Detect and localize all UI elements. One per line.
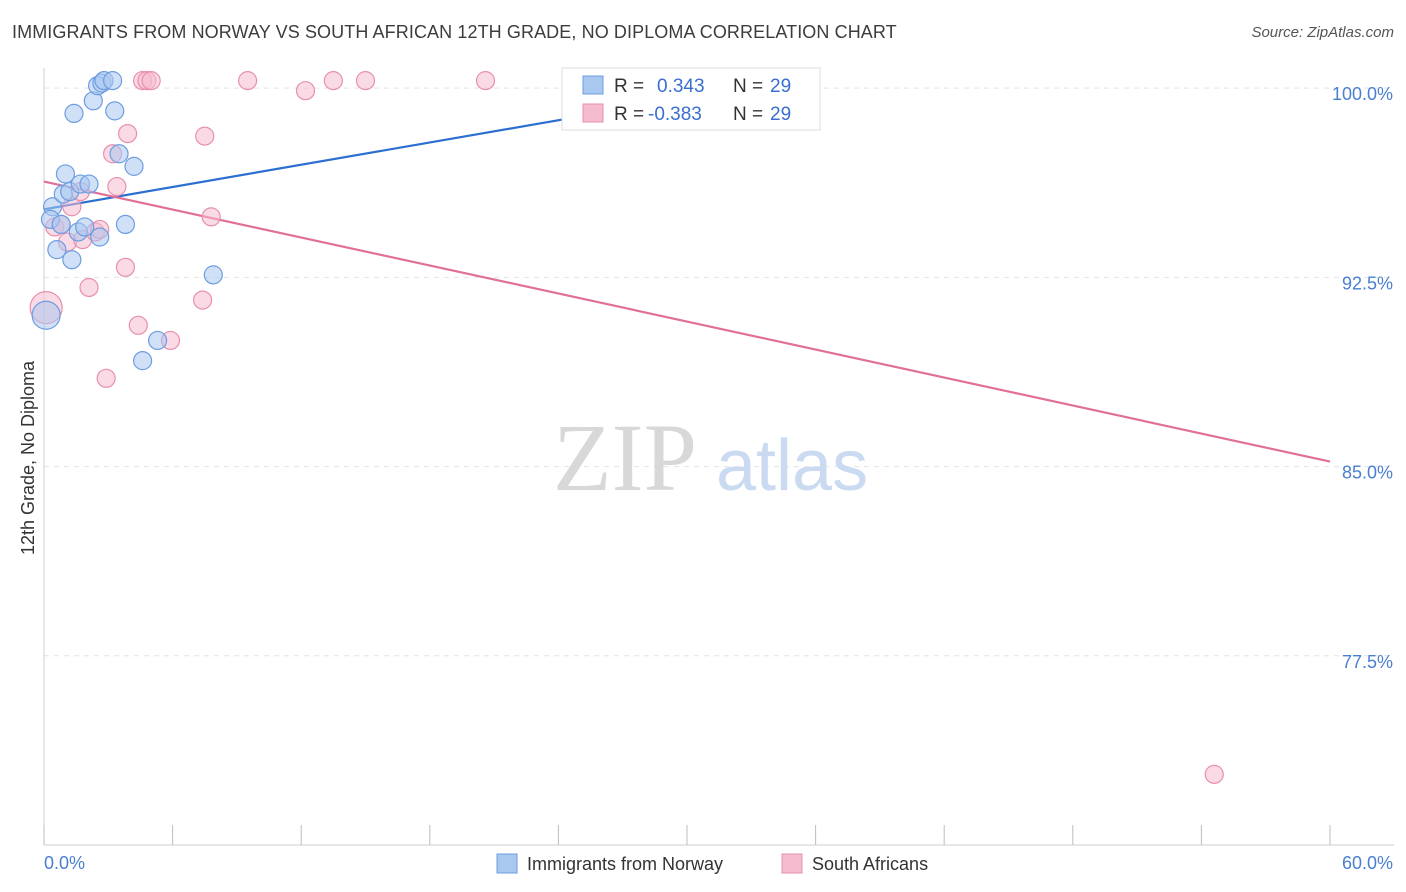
y-tick-label-3: 77.5% xyxy=(1342,652,1393,672)
bottom-legend: Immigrants from Norway South Africans xyxy=(496,853,928,874)
y-tick-label-2: 85.0% xyxy=(1342,463,1393,483)
point-south-africans-22 xyxy=(201,207,221,227)
legend-label-south-africans: South Africans xyxy=(812,854,928,874)
point-norway-9 xyxy=(64,103,84,124)
source-credit: Source: ZipAtlas.com xyxy=(1251,24,1394,41)
stats-n-label-2: N = xyxy=(733,104,763,125)
point-norway-12 xyxy=(75,217,95,237)
point-norway-21 xyxy=(109,144,129,164)
point-south-africans-28 xyxy=(1204,764,1224,784)
point-norway-20 xyxy=(105,101,125,121)
point-south-africans-23 xyxy=(238,71,258,91)
data-points xyxy=(29,71,1224,784)
trendline-south-africans xyxy=(43,180,1331,463)
point-south-africans-13 xyxy=(115,257,136,277)
point-south-africans-12 xyxy=(107,176,127,197)
point-south-africans-15 xyxy=(128,315,148,335)
y-tick-label-0: 100.0% xyxy=(1332,84,1393,104)
point-norway-24 xyxy=(132,351,153,371)
point-south-africans-24 xyxy=(295,81,316,101)
x-tick-labels: 0.0% 60.0% xyxy=(44,853,1393,873)
watermark: ZIP atlas xyxy=(553,404,868,511)
stats-n-value-1: 29 xyxy=(770,76,791,97)
stats-swatch-blue xyxy=(582,75,604,95)
x-tick-label-end: 60.0% xyxy=(1342,853,1393,873)
point-south-africans-20 xyxy=(193,290,213,310)
point-norway-13 xyxy=(79,174,99,194)
stats-r-value-2: -0.383 xyxy=(648,104,702,125)
point-norway-19 xyxy=(102,71,123,91)
point-south-africans-21 xyxy=(195,126,215,146)
point-south-africans-27 xyxy=(475,71,496,91)
point-norway-8 xyxy=(62,250,82,270)
stats-r-value-1: 0.343 xyxy=(657,76,705,97)
point-norway-23 xyxy=(124,156,144,176)
point-norway-0 xyxy=(31,300,61,330)
legend-label-norway: Immigrants from Norway xyxy=(527,854,723,874)
point-south-africans-10 xyxy=(96,368,116,388)
point-norway-4 xyxy=(51,214,71,235)
watermark-zip: ZIP xyxy=(553,404,697,511)
point-south-africans-25 xyxy=(323,71,343,91)
point-norway-3 xyxy=(47,240,67,260)
y-axis-title: 12th Grade, No Diploma xyxy=(18,360,38,555)
stats-box-frame xyxy=(561,67,821,131)
point-south-africans-18 xyxy=(141,71,161,91)
stats-n-label-1: N = xyxy=(733,76,763,97)
stats-legend-box: R = 0.343 N = 29 R = -0.383 N = 29 xyxy=(561,67,821,131)
point-norway-25 xyxy=(147,330,168,351)
x-tick-label-start: 0.0% xyxy=(44,853,85,873)
y-tick-label-1: 92.5% xyxy=(1342,273,1393,293)
point-norway-22 xyxy=(115,214,136,235)
legend-swatch-norway xyxy=(496,853,518,874)
point-norway-6 xyxy=(55,164,76,184)
stats-n-value-2: 29 xyxy=(770,104,791,125)
stats-r-label-1: R = xyxy=(614,76,644,97)
y-tick-labels: 100.0% 92.5% 85.0% 77.5% xyxy=(1332,84,1393,672)
stats-swatch-pink xyxy=(582,103,604,123)
chart-title: IMMIGRANTS FROM NORWAY VS SOUTH AFRICAN … xyxy=(12,22,897,42)
point-norway-26 xyxy=(203,265,223,285)
point-south-africans-7 xyxy=(79,277,99,298)
point-south-africans-26 xyxy=(355,71,376,91)
axes xyxy=(43,68,1394,846)
legend-swatch-south-africans xyxy=(781,853,803,874)
stats-r-label-2: R = xyxy=(614,104,644,125)
watermark-atlas: atlas xyxy=(716,426,868,506)
point-norway-16 xyxy=(90,227,110,247)
point-south-africans-14 xyxy=(117,123,138,144)
